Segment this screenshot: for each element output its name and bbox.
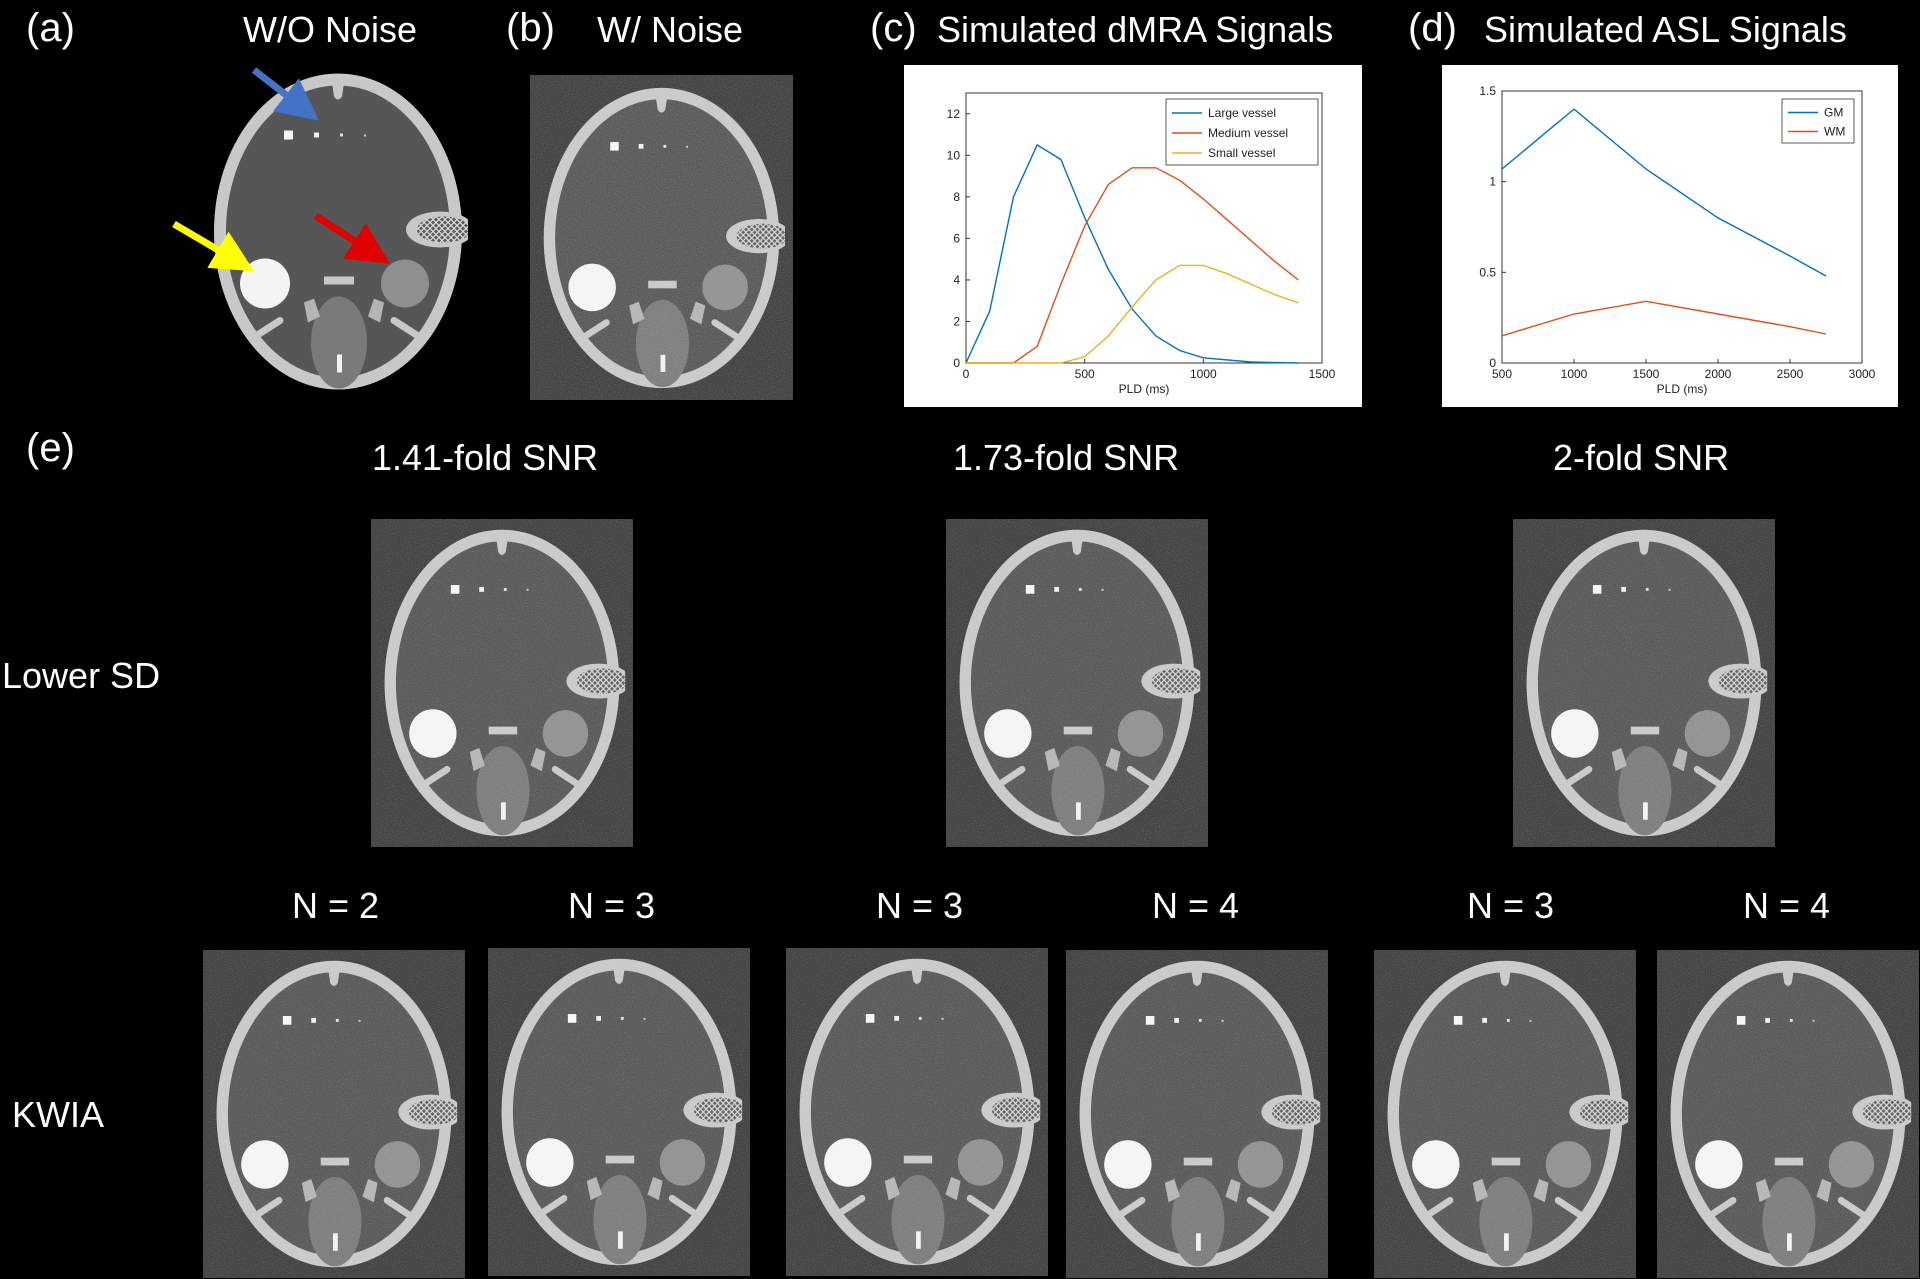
dmra-ytick-label: 2: [953, 314, 960, 328]
panel-b-letter: (b): [506, 6, 555, 50]
asl-series-gm: [1501, 108, 1827, 277]
dmra-series-medium-vessel: [966, 167, 1299, 364]
phantom-with-noise: [530, 75, 793, 400]
panel-e-letter: (e): [26, 426, 75, 470]
phantom-lower-sd-2: [946, 519, 1208, 847]
asl-xtick-label: 500: [1492, 367, 1512, 381]
phantom-kwia-1: [203, 950, 465, 1278]
red-arrow: [314, 213, 390, 264]
dmra-xlabel: PLD (ms): [1119, 382, 1170, 396]
asl-legend-label: GM: [1824, 106, 1843, 120]
asl-xlabel: PLD (ms): [1657, 382, 1708, 396]
dmra-ytick-label: 8: [953, 190, 960, 204]
dmra-series-small-vessel: [966, 264, 1299, 364]
panel-d-title: Simulated ASL Signals: [1484, 9, 1847, 50]
asl-xtick-label: 3000: [1849, 367, 1876, 381]
asl-ytick-label: 0.5: [1479, 265, 1496, 279]
n-label-4: N = 4: [1152, 885, 1240, 926]
dmra-axes-frame: [965, 92, 1323, 364]
panel-c-letter: (c): [870, 6, 917, 50]
phantom-lower-sd-1: [371, 519, 633, 847]
yellow-arrow: [172, 220, 255, 272]
asl-xtick-label: 2000: [1705, 367, 1732, 381]
asl-series-wm: [1501, 300, 1827, 337]
asl-ytick-label: 1: [1489, 175, 1496, 189]
dmra-legend-label: Large vessel: [1208, 106, 1276, 120]
dmra-ytick-label: 4: [953, 273, 960, 287]
asl-xtick-label: 1500: [1633, 367, 1660, 381]
n-label-3: N = 3: [876, 885, 964, 926]
asl-ytick-label: 0: [1489, 356, 1496, 370]
dmra-xtick-label: 1500: [1309, 367, 1336, 381]
asl-axes-frame: [1501, 90, 1863, 364]
row-label-kwia: KWIA: [12, 1094, 105, 1135]
dmra-legend-label: Small vessel: [1208, 146, 1275, 160]
snr-header-2: 1.73-fold SNR: [953, 437, 1180, 478]
asl-xtick-label: 2500: [1777, 367, 1804, 381]
dmra-legend: [1165, 98, 1319, 166]
blue-arrow: [251, 67, 320, 121]
phantom-kwia-4: [1066, 950, 1328, 1278]
dmra-xtick-label: 0: [963, 367, 970, 381]
snr-header-1: 1.41-fold SNR: [372, 437, 599, 478]
chart-asl: 500 1000 1500 2000 2500 3000 0 0.5 1 1.5 PLD (ms) G…: [1442, 65, 1898, 407]
asl-ytick-label: 1.5: [1479, 84, 1496, 98]
dmra-series-large-vessel: [965, 143, 1299, 364]
panel-a-letter: (a): [26, 6, 75, 50]
n-label-6: N = 4: [1743, 885, 1831, 926]
chart-dmra: 0 500 1000 1500 0 2 4 6 8 10 12 PLD (ms) Large vesse…: [904, 65, 1362, 407]
dmra-ytick-label: 10: [947, 148, 961, 162]
snr-header-3: 2-fold SNR: [1553, 437, 1730, 478]
n-label-1: N = 2: [292, 885, 380, 926]
dmra-ytick-label: 6: [953, 231, 960, 245]
phantom-kwia-5: [1374, 950, 1636, 1278]
dmra-legend-label: Medium vessel: [1208, 126, 1288, 140]
phantom-kwia-6: [1657, 950, 1919, 1278]
chart-asl-svg: 500 1000 1500 2000 2500 3000 0 0.5 1 1.5 PLD (ms) G…: [1479, 84, 1876, 396]
panel-d-letter: (d): [1408, 6, 1457, 50]
dmra-ytick-label: 12: [947, 107, 961, 121]
dmra-xtick-label: 1000: [1190, 367, 1217, 381]
asl-xtick-label: 1000: [1561, 367, 1588, 381]
panel-c-title: Simulated dMRA Signals: [937, 9, 1334, 50]
asl-legend: [1781, 98, 1855, 144]
chart-dmra-svg: 0 500 1000 1500 0 2 4 6 8 10 12 PLD (ms) Large vesse…: [947, 92, 1336, 396]
dmra-xtick-label: 500: [1075, 367, 1095, 381]
panel-a-title: W/O Noise: [243, 9, 418, 50]
panel-b-title: W/ Noise: [597, 9, 744, 50]
phantom-lower-sd-3: [1513, 519, 1775, 847]
row-label-lower-sd: Lower SD: [2, 655, 161, 696]
annotation-arrows: [172, 67, 390, 272]
n-label-2: N = 3: [568, 885, 656, 926]
phantom-kwia-3: [786, 948, 1048, 1276]
dmra-ytick-label: 0: [953, 356, 960, 370]
phantom-kwia-2: [488, 948, 750, 1276]
asl-legend-label: WM: [1824, 125, 1845, 139]
n-label-5: N = 3: [1467, 885, 1555, 926]
